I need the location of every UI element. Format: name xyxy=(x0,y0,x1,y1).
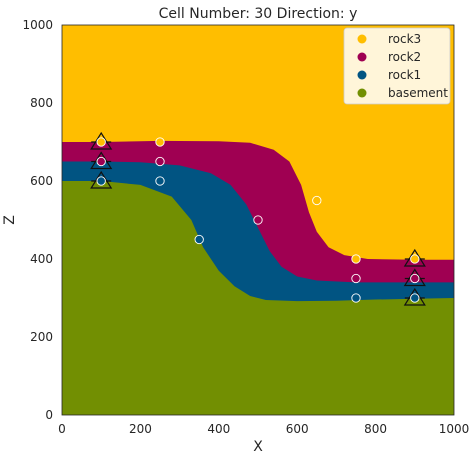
x-tick-label: 600 xyxy=(286,422,309,436)
legend-label-rock2: rock2 xyxy=(388,50,421,64)
surface-point xyxy=(351,293,361,303)
surface-point xyxy=(96,176,106,186)
surface-point xyxy=(312,195,322,206)
y-tick-label: 200 xyxy=(30,330,53,344)
surface-point xyxy=(194,234,204,245)
surface-point xyxy=(410,273,420,284)
surface-point xyxy=(155,156,165,167)
x-axis-label: X xyxy=(253,439,263,455)
legend-marker-rock1 xyxy=(357,70,367,80)
surface-point xyxy=(155,137,165,147)
orientation-marker xyxy=(403,268,426,287)
surface-points xyxy=(96,137,420,303)
legend-label-rock3: rock3 xyxy=(388,32,421,46)
y-tick-label: 600 xyxy=(30,174,53,188)
legend-box xyxy=(343,27,451,105)
legend-marker-basement xyxy=(357,88,367,98)
y-tick-label: 0 xyxy=(45,408,53,422)
x-tick-label: 800 xyxy=(364,422,387,436)
y-tick-label: 800 xyxy=(30,96,53,110)
plot-frame xyxy=(61,24,455,416)
legend-label-basement: basement xyxy=(388,86,448,100)
basement-layer xyxy=(62,181,454,415)
surface-point xyxy=(96,137,106,147)
y-tick-label: 400 xyxy=(30,252,53,266)
legend-entry-rock1: rock1 xyxy=(357,68,421,82)
orientation-marker xyxy=(403,287,426,306)
y-tick-label: 1000 xyxy=(22,18,53,32)
surface-point xyxy=(253,215,263,225)
legend-entry-rock3: rock3 xyxy=(357,32,421,46)
surface-point xyxy=(351,254,361,264)
x-tick-label: 1000 xyxy=(439,422,470,436)
chart-title: Cell Number: 30 Direction: y xyxy=(159,6,358,22)
y-axis: 0 200 400 600 800 1000 Z xyxy=(2,18,53,422)
orientation-marker xyxy=(90,151,113,170)
orientation-marker xyxy=(90,170,113,189)
legend-entry-basement: basement xyxy=(357,86,448,100)
x-tick-label: 400 xyxy=(207,422,230,436)
legend-marker-rock2 xyxy=(357,52,367,62)
x-tick-label: 0 xyxy=(58,422,66,436)
surface-point xyxy=(96,156,106,167)
orientation-marker xyxy=(403,248,426,267)
surface-point xyxy=(410,254,420,264)
x-axis: 0 200 400 600 800 1000 X xyxy=(58,422,469,455)
surface-point xyxy=(410,293,420,303)
surface-point xyxy=(351,273,361,284)
legend-marker-rock3 xyxy=(357,34,367,44)
x-tick-label: 200 xyxy=(129,422,152,436)
orientation-marker xyxy=(90,131,113,150)
legend-label-rock1: rock1 xyxy=(388,68,421,82)
surface-point xyxy=(155,176,165,186)
y-axis-label: Z xyxy=(2,215,18,225)
legend-entry-rock2: rock2 xyxy=(357,50,421,64)
legend: rock3 rock2 rock1 basement xyxy=(343,27,451,105)
